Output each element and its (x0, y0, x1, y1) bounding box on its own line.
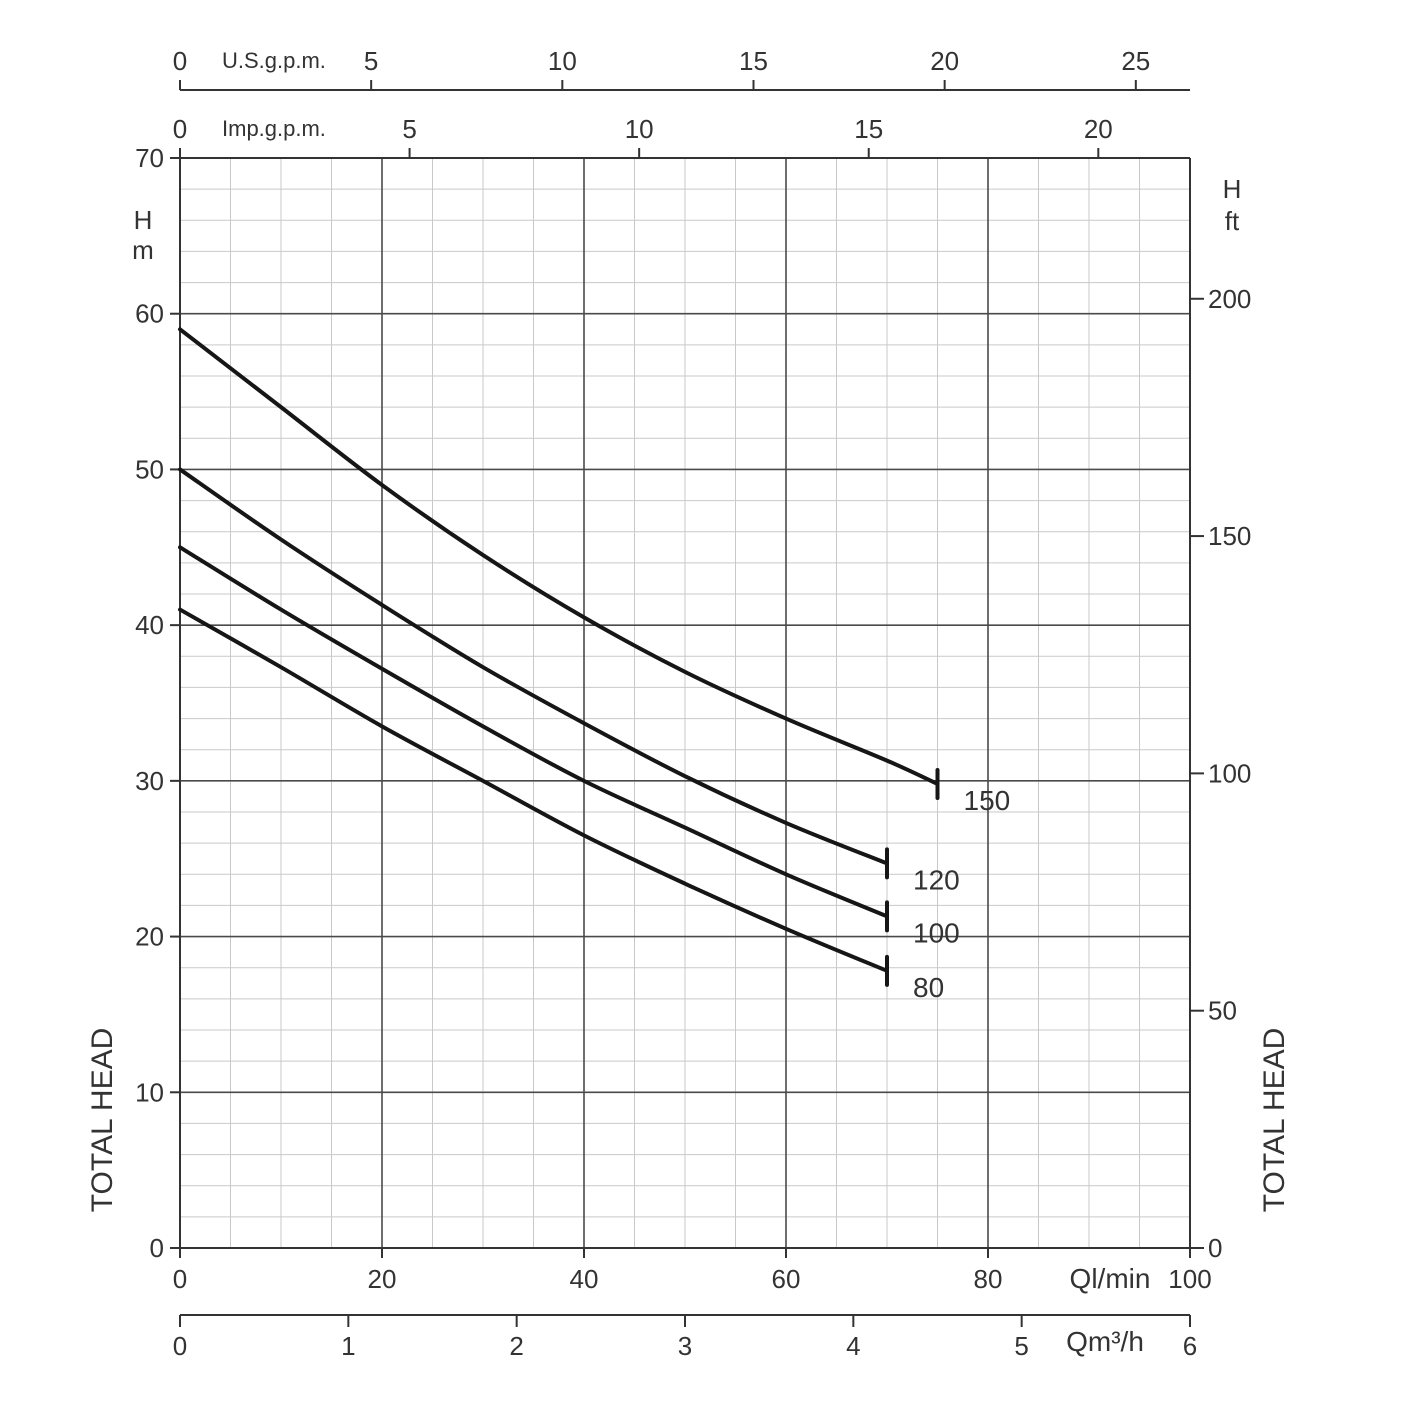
curve-80 (178, 607, 889, 973)
y-right-tick-label: 0 (1208, 1233, 1222, 1263)
impgpm-axis-title: Imp.g.p.m. (222, 116, 326, 141)
m3h-axis-title: Qm³/h (1066, 1326, 1144, 1357)
curve-label: 100 (913, 917, 960, 948)
y-left-unit: m (132, 235, 154, 265)
axes (170, 80, 1204, 1327)
x-tick-label: 60 (772, 1264, 801, 1294)
impgpm-tick-label: 0 (173, 114, 187, 144)
y-left-tick-label: 10 (135, 1077, 164, 1107)
x-tick-label: 80 (974, 1264, 1003, 1294)
major-grid (180, 157, 1190, 1248)
x-tick-label: 40 (570, 1264, 599, 1294)
curve-label: 80 (913, 972, 944, 1003)
curve-label: 120 (913, 864, 960, 895)
y-right-tick-label: 50 (1208, 996, 1237, 1026)
performance-curves (178, 327, 940, 987)
impgpm-tick-label: 10 (625, 114, 654, 144)
y-left-tick-label: 40 (135, 610, 164, 640)
curve-label: 150 (964, 785, 1011, 816)
y-left-tick-label: 60 (135, 299, 164, 329)
curve-100 (178, 545, 889, 919)
y-left-tick-label: 20 (135, 922, 164, 952)
m3h-tick-label: 4 (846, 1331, 860, 1361)
m3h-tick-label: 3 (678, 1331, 692, 1361)
y-left-unit-symbol: H (134, 205, 153, 235)
y-right-tick-label: 150 (1208, 521, 1251, 551)
m3h-tick-label: 2 (509, 1331, 523, 1361)
m3h-tick-label: 0 (173, 1331, 187, 1361)
usgpm-tick-label: 15 (739, 46, 768, 76)
usgpm-tick-label: 10 (548, 46, 577, 76)
y-left-tick-label: 0 (150, 1233, 164, 1263)
y-right-tick-label: 100 (1208, 758, 1251, 788)
minor-grid (180, 158, 1190, 1248)
usgpm-tick-label: 25 (1121, 46, 1150, 76)
y-left-tick-label: 30 (135, 766, 164, 796)
x-tick-label: 0 (173, 1264, 187, 1294)
x-tick-label: 100 (1168, 1264, 1211, 1294)
m3h-tick-label: 5 (1014, 1331, 1028, 1361)
y-left-tick-label: 50 (135, 454, 164, 484)
y-right-unit-symbol: H (1223, 174, 1242, 204)
impgpm-tick-label: 5 (402, 114, 416, 144)
usgpm-tick-label: 20 (930, 46, 959, 76)
curve-120 (178, 467, 889, 866)
usgpm-axis-title: U.S.g.p.m. (222, 48, 326, 73)
usgpm-tick-label: 0 (173, 46, 187, 76)
usgpm-tick-label: 5 (364, 46, 378, 76)
impgpm-tick-label: 20 (1084, 114, 1113, 144)
m3h-tick-label: 1 (341, 1331, 355, 1361)
y-left-tick-label: 70 (135, 143, 164, 173)
curve-150 (178, 327, 940, 786)
y-right-tick-label: 200 (1208, 284, 1251, 314)
y-right-unit: ft (1225, 206, 1240, 236)
y-left-title: TOTAL HEAD (86, 1028, 119, 1212)
x-axis-title: Ql/min (1070, 1263, 1151, 1294)
m3h-tick-label: 6 (1183, 1331, 1197, 1361)
y-right-title: TOTAL HEAD (1258, 1028, 1291, 1212)
impgpm-tick-label: 15 (854, 114, 883, 144)
x-tick-label: 20 (368, 1264, 397, 1294)
